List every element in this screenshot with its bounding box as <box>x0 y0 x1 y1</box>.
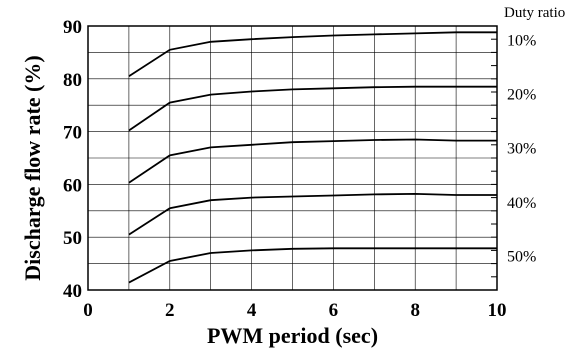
y-tick-label: 50 <box>63 228 82 249</box>
y-tick-labels: 40 50 60 70 80 90 <box>63 17 82 302</box>
duty-ratio-label: 20% <box>507 87 536 104</box>
y-tick-label: 90 <box>63 17 82 38</box>
series-line <box>128 247 497 284</box>
series-lines <box>128 31 497 284</box>
ticks <box>491 25 497 291</box>
y-tick-label: 60 <box>63 175 82 196</box>
y-tick-label: 80 <box>63 70 82 91</box>
y-tick-label: 70 <box>63 123 82 144</box>
series-line <box>128 192 497 236</box>
duty-ratio-label: 50% <box>507 248 536 265</box>
x-tick-label: 10 <box>488 300 507 321</box>
x-tick-label: 6 <box>329 300 339 321</box>
x-tick-label: 4 <box>247 300 257 321</box>
duty-ratio-label: 30% <box>507 141 536 158</box>
duty-ratio-label: 10% <box>507 32 536 49</box>
x-tick-label: 8 <box>410 300 420 321</box>
x-tick-label: 2 <box>165 300 175 321</box>
x-tick-labels: 0 2 4 6 8 10 <box>83 300 506 321</box>
series-line <box>128 138 497 184</box>
duty-ratio-label: 40% <box>507 195 536 212</box>
duty-ratio-title: Duty ratio <box>504 5 565 21</box>
y-tick-label: 40 <box>63 281 82 302</box>
series-line <box>128 31 497 77</box>
duty-ratio-labels: 10% 20% 30% 40% 50% <box>507 32 536 265</box>
series-line <box>128 85 497 132</box>
y-axis-title: Discharge flow rate (%) <box>20 55 45 280</box>
x-tick-label: 0 <box>83 300 93 321</box>
x-axis-title: PWM period (sec) <box>207 323 378 348</box>
grid <box>88 26 497 290</box>
